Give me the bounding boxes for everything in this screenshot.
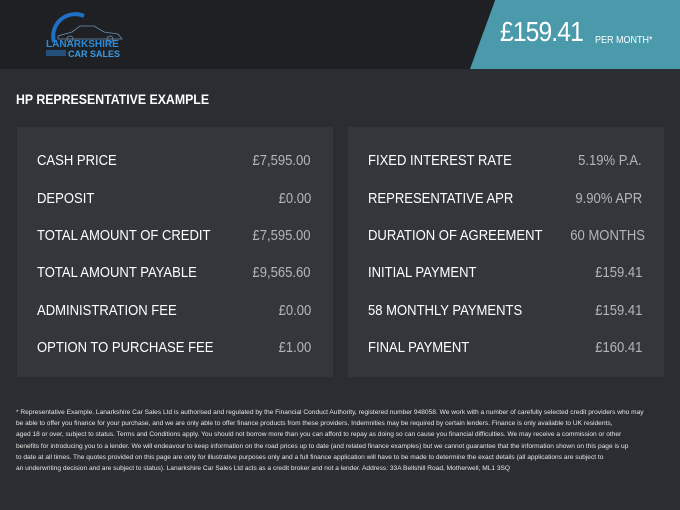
disclaimer-line: to date at all times. The quotes provide… bbox=[16, 453, 604, 461]
disclaimer-line: aged 18 or over, subject to status. Term… bbox=[16, 431, 622, 439]
row-label: INITIAL PAYMENT bbox=[368, 265, 477, 281]
header: LANARKSHIRE CAR SALES £159.41 PER MONTH* bbox=[0, 0, 680, 69]
per-month-label: PER MONTH* bbox=[595, 35, 653, 46]
row-label: TOTAL AMOUNT OF CREDIT bbox=[37, 228, 211, 244]
disclaimer: * Representative Example. Lanarkshire Ca… bbox=[16, 407, 656, 474]
finance-row: DURATION OF AGREEMENT 60 MONTHS bbox=[368, 226, 645, 246]
row-label: FIXED INTEREST RATE bbox=[368, 153, 512, 169]
disclaimer-line: be able to offer you finance for your pu… bbox=[16, 420, 613, 428]
row-label: CASH PRICE bbox=[37, 153, 117, 169]
disclaimer-line: benefits for introducing you to a lender… bbox=[16, 442, 629, 450]
finance-row: FIXED INTEREST RATE 5.19% P.A. bbox=[368, 151, 642, 171]
row-value: 60 MONTHS bbox=[570, 228, 645, 244]
row-value: £159.41 bbox=[594, 265, 642, 281]
row-value: £9,565.60 bbox=[252, 265, 311, 281]
row-value: £7,595.00 bbox=[252, 153, 311, 169]
row-value: £159.41 bbox=[594, 303, 642, 319]
row-value: 9.90% APR bbox=[575, 191, 642, 207]
finance-row: ADMINISTRATION FEE £0.00 bbox=[37, 301, 311, 321]
finance-panel-right: FIXED INTEREST RATE 5.19% P.A. REPRESENTA… bbox=[348, 127, 664, 377]
row-value: £0.00 bbox=[278, 303, 311, 319]
price-banner bbox=[470, 0, 680, 69]
row-label: ADMINISTRATION FEE bbox=[37, 303, 177, 319]
finance-row: 58 MONTHLY PAYMENTS £159.41 bbox=[368, 301, 642, 321]
section-title: HP REPRESENTATIVE EXAMPLE bbox=[16, 91, 210, 107]
finance-row: FINAL PAYMENT £160.41 bbox=[368, 338, 642, 358]
disclaimer-line: * Representative Example. Lanarkshire Ca… bbox=[16, 409, 644, 416]
finance-row: REPRESENTATIVE APR 9.90% APR bbox=[368, 189, 642, 209]
row-value: £1.00 bbox=[278, 340, 311, 356]
row-label: DEPOSIT bbox=[37, 191, 95, 207]
disclaimer-line: an underwriting decision and are subject… bbox=[16, 465, 511, 473]
brand-logo[interactable]: LANARKSHIRE CAR SALES bbox=[44, 12, 128, 58]
row-label: DURATION OF AGREEMENT bbox=[368, 228, 543, 244]
row-value: 5.19% P.A. bbox=[578, 153, 642, 169]
row-value: £160.41 bbox=[594, 340, 642, 356]
row-value: £7,595.00 bbox=[252, 228, 311, 244]
finance-row: TOTAL AMOUNT PAYABLE £9,565.60 bbox=[37, 263, 311, 283]
finance-panel-left: CASH PRICE £7,595.00 DEPOSIT £0.00 TOTAL A… bbox=[17, 127, 333, 377]
finance-row: INITIAL PAYMENT £159.41 bbox=[368, 263, 642, 283]
logo-line2: CAR SALES bbox=[68, 49, 120, 58]
logo-line1: LANARKSHIRE bbox=[46, 39, 119, 50]
finance-row: TOTAL AMOUNT OF CREDIT £7,595.00 bbox=[37, 226, 311, 246]
monthly-price: £159.41 bbox=[500, 16, 584, 47]
row-label: OPTION TO PURCHASE FEE bbox=[37, 340, 214, 356]
row-label: FINAL PAYMENT bbox=[368, 340, 470, 356]
row-label: REPRESENTATIVE APR bbox=[368, 191, 514, 207]
finance-row: OPTION TO PURCHASE FEE £1.00 bbox=[37, 338, 311, 358]
finance-row: DEPOSIT £0.00 bbox=[37, 189, 311, 209]
row-label: 58 MONTHLY PAYMENTS bbox=[368, 303, 523, 319]
finance-row: CASH PRICE £7,595.00 bbox=[37, 151, 311, 171]
row-value: £0.00 bbox=[278, 191, 311, 207]
row-label: TOTAL AMOUNT PAYABLE bbox=[37, 265, 197, 281]
